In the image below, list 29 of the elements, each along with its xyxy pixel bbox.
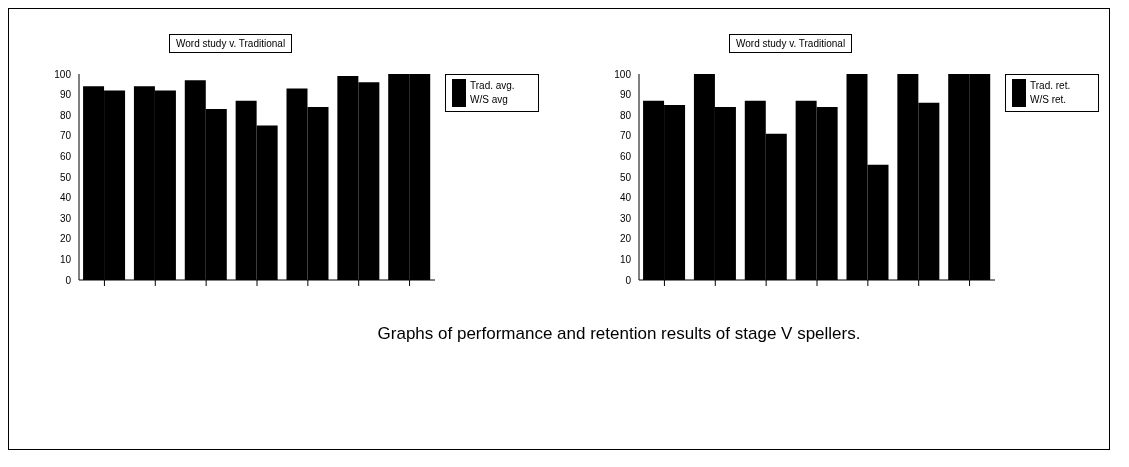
y-tick-label: 100 (614, 68, 632, 80)
y-tick-label: 80 (59, 109, 72, 121)
y-tick-label: 20 (59, 233, 72, 245)
y-tick-label: 50 (59, 171, 72, 183)
y-tick-label: 0 (625, 274, 632, 286)
y-tick-label: 10 (59, 253, 72, 265)
legend-label: W/S ret. (1030, 93, 1067, 105)
y-tick-label: 70 (59, 130, 72, 142)
chart-title: Word study v. Traditional (729, 34, 853, 53)
legend-label: Trad. ret. (1030, 79, 1071, 91)
legend-label: W/S avg (470, 93, 508, 105)
y-tick-label: 80 (619, 109, 632, 121)
y-tick-label: 40 (59, 192, 72, 204)
y-tick-label: 20 (619, 233, 632, 245)
y-tick-label: 90 (619, 89, 632, 101)
text: Graphs of performance and retention results of stage V spellers. (376, 324, 862, 344)
chart-title: Word study v. Traditional (169, 34, 293, 53)
y-tick-label: 30 (619, 212, 632, 224)
y-tick-label: 10 (619, 253, 632, 265)
y-tick-label: 40 (619, 192, 632, 204)
y-tick-label: 30 (59, 212, 72, 224)
y-tick-label: 100 (54, 68, 72, 80)
y-tick-label: 70 (619, 130, 632, 142)
y-tick-label: 50 (619, 171, 632, 183)
y-tick-label: 0 (65, 274, 72, 286)
y-tick-label: 60 (59, 150, 72, 162)
y-tick-label: 90 (59, 89, 72, 101)
legend-label: Trad. avg. (470, 79, 515, 91)
y-tick-label: 60 (619, 150, 632, 162)
